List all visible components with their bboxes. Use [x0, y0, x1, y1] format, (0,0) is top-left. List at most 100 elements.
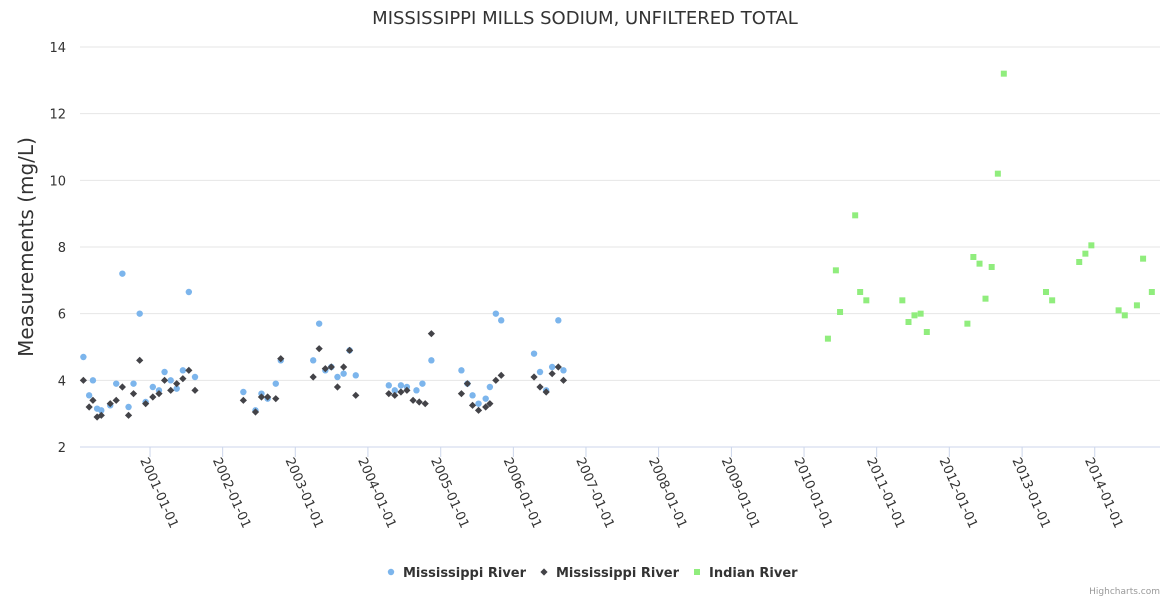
- data-point[interactable]: [976, 260, 983, 267]
- data-point[interactable]: [179, 367, 187, 374]
- data-point[interactable]: [98, 407, 105, 414]
- data-point[interactable]: [468, 401, 477, 409]
- data-point[interactable]: [391, 387, 398, 394]
- data-point[interactable]: [548, 370, 556, 378]
- data-point[interactable]: [334, 373, 341, 381]
- data-point[interactable]: [85, 392, 93, 399]
- data-point[interactable]: [142, 400, 150, 408]
- data-point[interactable]: [970, 254, 977, 260]
- data-point[interactable]: [346, 346, 354, 354]
- data-point[interactable]: [155, 390, 163, 398]
- data-point[interactable]: [905, 319, 912, 325]
- data-point[interactable]: [911, 312, 918, 319]
- data-point[interactable]: [486, 400, 494, 408]
- data-point[interactable]: [179, 375, 187, 383]
- data-point[interactable]: [964, 320, 971, 327]
- data-point[interactable]: [1042, 289, 1049, 295]
- data-point[interactable]: [554, 363, 562, 371]
- data-point[interactable]: [257, 393, 266, 401]
- data-point[interactable]: [315, 345, 323, 353]
- data-point[interactable]: [492, 376, 500, 384]
- data-point[interactable]: [530, 350, 538, 357]
- data-point[interactable]: [185, 288, 193, 296]
- data-point[interactable]: [988, 264, 995, 270]
- data-point[interactable]: [1000, 70, 1007, 77]
- data-point[interactable]: [89, 396, 97, 404]
- data-point[interactable]: [173, 380, 181, 388]
- data-point[interactable]: [191, 373, 199, 381]
- data-point[interactable]: [403, 386, 411, 394]
- data-point[interactable]: [264, 393, 272, 401]
- data-point[interactable]: [397, 388, 405, 396]
- data-point[interactable]: [136, 356, 144, 364]
- data-point[interactable]: [497, 371, 505, 379]
- legend-symbol[interactable]: [387, 568, 395, 576]
- data-point[interactable]: [119, 270, 126, 277]
- data-point[interactable]: [560, 367, 567, 374]
- data-point[interactable]: [185, 366, 193, 374]
- data-point[interactable]: [994, 170, 1001, 177]
- data-point[interactable]: [321, 365, 329, 373]
- data-point[interactable]: [555, 317, 562, 324]
- data-point[interactable]: [391, 391, 399, 399]
- data-point[interactable]: [463, 380, 471, 388]
- data-point[interactable]: [251, 408, 260, 416]
- data-point[interactable]: [409, 396, 417, 404]
- data-point[interactable]: [1115, 307, 1122, 314]
- data-point[interactable]: [340, 370, 347, 377]
- data-point[interactable]: [327, 363, 335, 371]
- data-point[interactable]: [428, 357, 435, 364]
- data-point[interactable]: [482, 403, 490, 411]
- data-point[interactable]: [542, 388, 550, 396]
- data-point[interactable]: [85, 403, 93, 411]
- data-point[interactable]: [482, 395, 489, 402]
- data-point[interactable]: [80, 353, 87, 361]
- data-point[interactable]: [118, 383, 126, 391]
- data-point[interactable]: [385, 390, 393, 398]
- legend-symbol[interactable]: [694, 569, 700, 575]
- data-point[interactable]: [167, 386, 175, 394]
- data-point[interactable]: [125, 403, 132, 411]
- data-point[interactable]: [124, 411, 133, 419]
- legend-symbol[interactable]: [540, 568, 548, 576]
- legend-item[interactable]: Mississippi River: [387, 566, 527, 581]
- data-point[interactable]: [97, 411, 105, 419]
- data-point[interactable]: [79, 376, 87, 384]
- data-point[interactable]: [469, 392, 476, 399]
- data-point[interactable]: [239, 396, 247, 404]
- data-point[interactable]: [272, 395, 280, 403]
- data-point[interactable]: [309, 373, 317, 381]
- data-point[interactable]: [852, 212, 859, 219]
- data-point[interactable]: [899, 297, 906, 304]
- data-point[interactable]: [548, 363, 556, 371]
- data-point[interactable]: [530, 373, 538, 381]
- data-point[interactable]: [1133, 302, 1140, 309]
- data-point[interactable]: [173, 385, 180, 392]
- data-point[interactable]: [857, 289, 864, 295]
- data-point[interactable]: [309, 357, 317, 364]
- data-point[interactable]: [1148, 289, 1155, 295]
- data-point[interactable]: [474, 406, 483, 414]
- data-point[interactable]: [832, 267, 839, 274]
- data-point[interactable]: [272, 380, 279, 387]
- legend-item[interactable]: Mississippi River: [540, 566, 680, 581]
- data-point[interactable]: [421, 400, 429, 408]
- data-point[interactable]: [863, 297, 870, 304]
- data-point[interactable]: [130, 380, 137, 387]
- credits-link[interactable]: Highcharts.com: [1089, 587, 1160, 597]
- data-point[interactable]: [385, 382, 392, 389]
- data-point[interactable]: [352, 372, 359, 379]
- data-point[interactable]: [415, 398, 423, 406]
- data-point[interactable]: [1049, 297, 1056, 304]
- data-point[interactable]: [1121, 312, 1128, 319]
- data-point[interactable]: [559, 376, 568, 384]
- data-point[interactable]: [475, 400, 482, 407]
- data-point[interactable]: [191, 386, 199, 394]
- data-point[interactable]: [333, 383, 342, 391]
- data-point[interactable]: [458, 367, 465, 374]
- data-point[interactable]: [1088, 242, 1095, 249]
- data-point[interactable]: [89, 377, 97, 384]
- data-point[interactable]: [419, 380, 426, 387]
- data-point[interactable]: [149, 383, 157, 391]
- legend-item[interactable]: Indian River: [694, 566, 798, 581]
